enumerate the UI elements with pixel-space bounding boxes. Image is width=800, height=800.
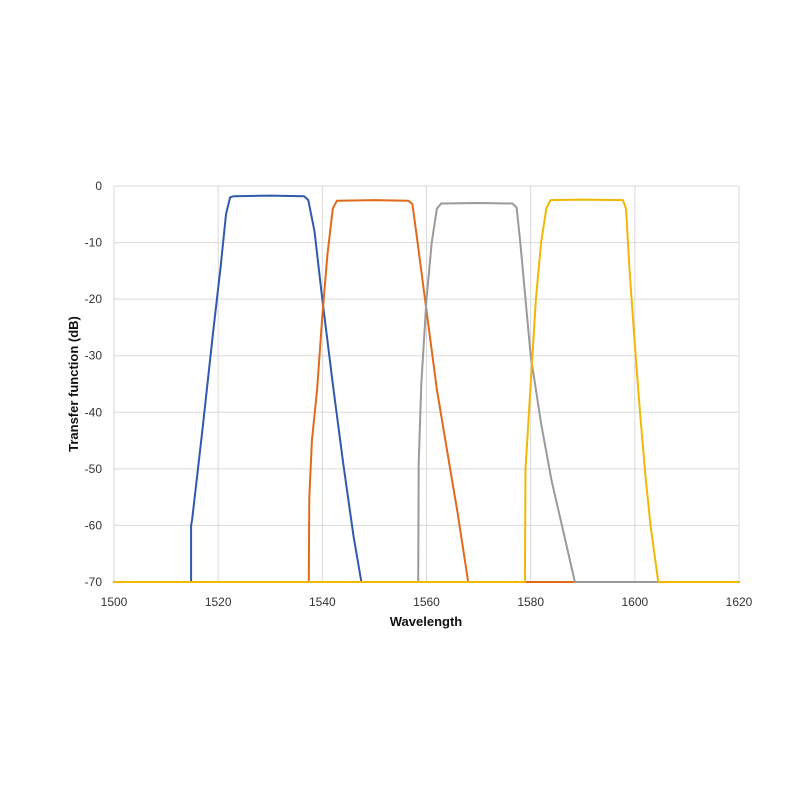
y-tick-label: 0	[95, 179, 102, 193]
y-tick-label: -10	[85, 236, 103, 250]
series-line-3	[113, 202, 740, 583]
x-tick-labels: 1500 1520 1540 1560 1580 1600 1620	[101, 595, 753, 609]
y-tick-labels: 0 -10 -20 -30 -40 -50 -60 -70	[85, 179, 103, 589]
y-tick-label: -70	[85, 575, 103, 589]
series-line-2	[113, 199, 740, 583]
series-lines	[113, 194, 740, 583]
x-tick-label: 1620	[726, 595, 753, 609]
x-tick-label: 1540	[309, 595, 336, 609]
y-tick-label: -20	[85, 292, 103, 306]
x-tick-label: 1580	[517, 595, 544, 609]
y-tick-label: -50	[85, 462, 103, 476]
x-tick-label: 1600	[621, 595, 648, 609]
x-tick-label: 1560	[413, 595, 440, 609]
x-axis-title: Wavelength	[390, 614, 463, 629]
y-tick-label: -30	[85, 349, 103, 363]
y-tick-label: -60	[85, 518, 103, 532]
y-tick-label: -40	[85, 405, 103, 419]
x-tick-label: 1500	[101, 595, 128, 609]
series-line-4	[113, 198, 740, 583]
y-axis-title: Transfer function (dB)	[66, 316, 81, 452]
x-tick-label: 1520	[205, 595, 232, 609]
series-line-1	[113, 194, 740, 583]
